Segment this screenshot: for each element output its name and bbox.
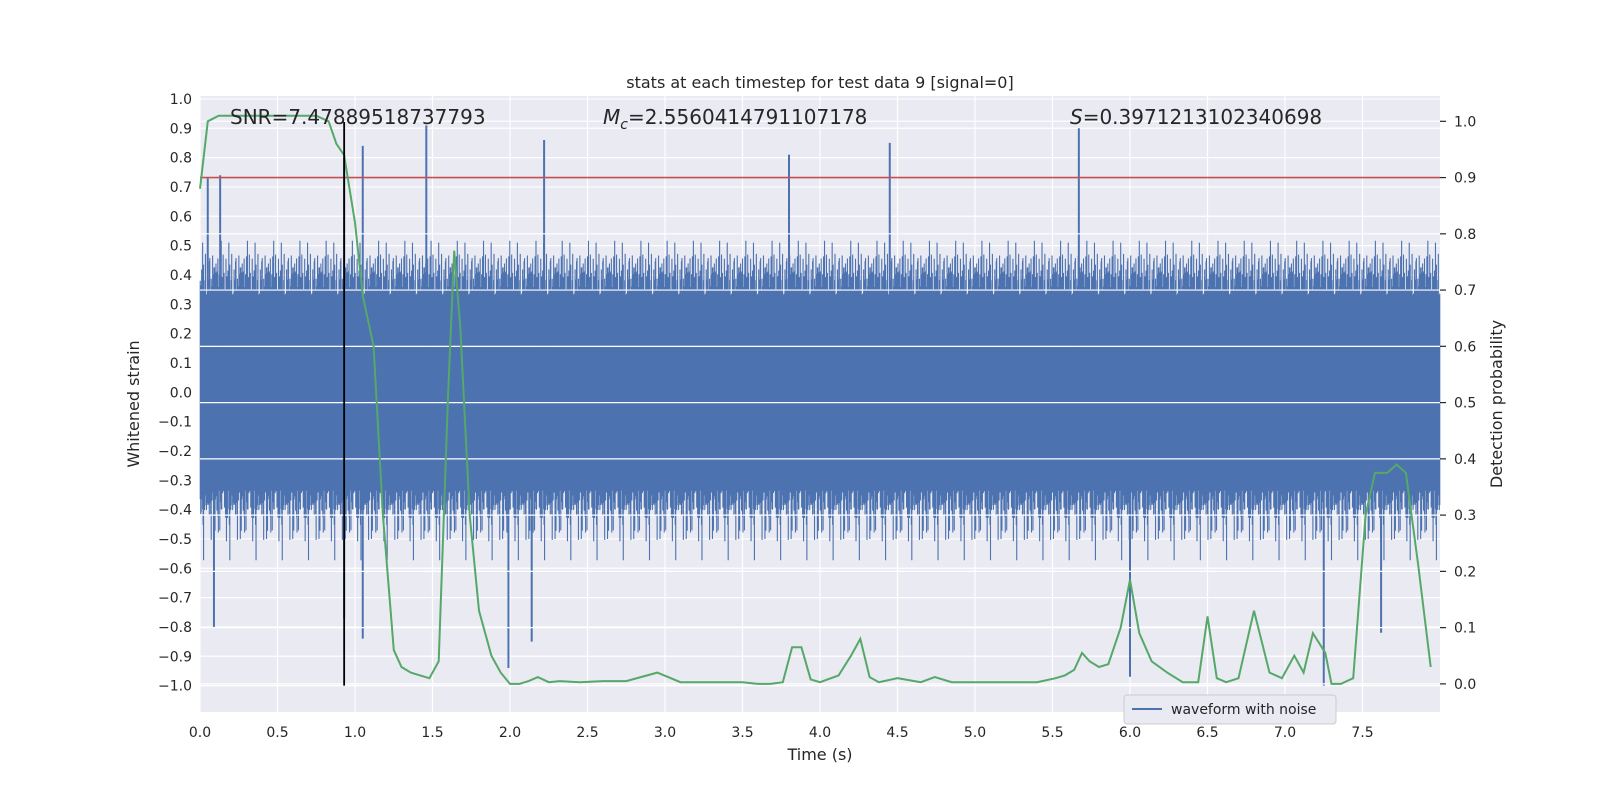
y-right-tick-label-3: 0.7 — [1454, 283, 1476, 299]
x-tick-label-6: 3.0 — [654, 725, 676, 741]
s-annotation-prefix: S — [1070, 105, 1083, 129]
mc-annotation: Mc=2.5560414791107178 — [603, 105, 867, 133]
x-axis: 0.0 0.5 1.0 1.5 2.0 2.5 3.0 3.5 4.0 4.5 5.0 5.5 6.0 6… — [189, 725, 1374, 741]
x-axis-label: Time (s) — [786, 745, 852, 764]
y-left-tick-label-13: −0.3 — [158, 473, 192, 489]
overlays — [199, 114, 1440, 686]
y-right-tick-label-10: 0.0 — [1454, 677, 1476, 693]
detection-probability-line — [199, 114, 1432, 685]
mc-annotation-prefix: M — [603, 105, 620, 129]
legend-box — [1123, 694, 1337, 725]
y-left-tick-label-7: 0.3 — [170, 297, 192, 313]
x-tick-label-15: 7.5 — [1351, 725, 1373, 741]
legend-label: waveform with noise — [1171, 702, 1316, 718]
x-tick-label-3: 1.5 — [421, 725, 443, 741]
x-tick-label-8: 4.0 — [809, 725, 831, 741]
y-right-tick-label-4: 0.6 — [1454, 339, 1476, 355]
y-left-tick-label-10: 0.0 — [170, 385, 192, 401]
y-left-tick-label-5: 0.5 — [170, 239, 192, 255]
x-tick-label-14: 7.0 — [1274, 725, 1296, 741]
y-right-tick-label-6: 0.4 — [1454, 452, 1476, 468]
y-axis-left-label: Whitened strain — [124, 340, 143, 467]
x-tick-label-2: 1.0 — [344, 725, 366, 741]
y-right-tick-label-5: 0.5 — [1454, 396, 1476, 412]
legend: waveform with noise — [1123, 694, 1337, 725]
x-tick-label-9: 4.5 — [886, 725, 908, 741]
x-tick-label-4: 2.0 — [499, 725, 521, 741]
x-tick-label-7: 3.5 — [731, 725, 753, 741]
y-left-tick-label-6: 0.4 — [170, 268, 192, 284]
y-left-tick-label-3: 0.7 — [170, 180, 192, 196]
y-left-tick-label-8: 0.2 — [170, 327, 192, 343]
y-left-tick-label-17: −0.7 — [158, 591, 192, 607]
mc-annotation-value: =2.5560414791107178 — [628, 105, 867, 129]
y-left-tick-label-15: −0.5 — [158, 532, 192, 548]
y-left-tick-label-16: −0.6 — [158, 561, 192, 577]
s-annotation: S=0.3971213102340698 — [1070, 105, 1322, 129]
y-right-tick-label-0: 1.0 — [1454, 114, 1476, 130]
x-tick-label-1: 0.5 — [266, 725, 288, 741]
y-axis-right-label: Detection probability — [1487, 320, 1506, 488]
s-annotation-value: =0.3971213102340698 — [1083, 105, 1322, 129]
y-right-tick-label-9: 0.1 — [1454, 621, 1476, 637]
waveform-series — [199, 125, 1441, 686]
y-axis-left: 1.0 0.9 0.8 0.7 0.6 0.5 0.4 0.3 0.2 0.1 0.0 −0.1 −0.… — [158, 92, 192, 695]
x-tick-label-5: 2.5 — [576, 725, 598, 741]
y-right-tick-label-7: 0.3 — [1454, 508, 1476, 524]
y-left-tick-label-12: −0.2 — [158, 444, 192, 460]
mc-annotation-subscript: c — [620, 117, 628, 133]
y-right-tick-label-8: 0.2 — [1454, 564, 1476, 580]
snr-annotation-value: =7.47889518737793 — [272, 105, 486, 129]
snr-annotation: SNR=7.47889518737793 — [230, 105, 486, 129]
x-tick-label-11: 5.5 — [1041, 725, 1063, 741]
x-tick-label-0: 0.0 — [189, 725, 211, 741]
y-axis-right: 1.0 0.9 0.8 0.7 0.6 0.5 0.4 0.3 0.2 0.1 0.0 — [1440, 114, 1476, 693]
y-right-tick-label-2: 0.8 — [1454, 227, 1476, 243]
y-left-tick-label-1: 0.9 — [170, 121, 192, 137]
y-left-tick-label-0: 1.0 — [170, 92, 192, 108]
chart-title: stats at each timestep for test data 9 [… — [626, 73, 1013, 92]
y-left-tick-label-14: −0.4 — [158, 503, 192, 519]
y-left-tick-label-11: −0.1 — [158, 415, 192, 431]
y-left-tick-label-2: 0.8 — [170, 151, 192, 167]
y-right-tick-label-1: 0.9 — [1454, 171, 1476, 187]
x-tick-label-10: 5.0 — [964, 725, 986, 741]
x-tick-label-13: 6.5 — [1196, 725, 1218, 741]
y-left-tick-label-19: −0.9 — [158, 649, 192, 665]
x-tick-label-12: 6.0 — [1119, 725, 1141, 741]
y-left-tick-label-4: 0.6 — [170, 209, 192, 225]
snr-annotation-prefix: SNR — [230, 105, 272, 129]
y-left-tick-label-9: 0.1 — [170, 356, 192, 372]
y-left-tick-label-20: −1.0 — [158, 679, 192, 695]
y-left-tick-label-18: −0.8 — [158, 620, 192, 636]
